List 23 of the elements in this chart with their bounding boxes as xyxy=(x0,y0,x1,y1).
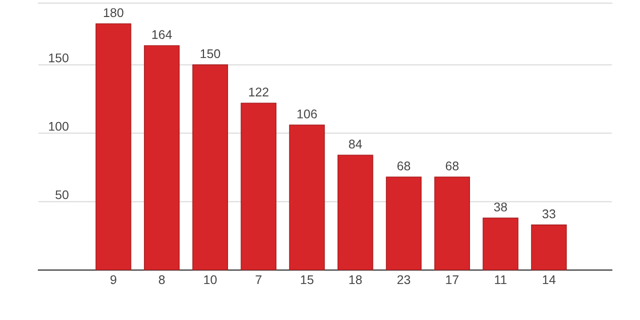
x-tick-label: 8 xyxy=(158,275,165,284)
x-tick-label: 9 xyxy=(110,275,116,284)
data-label: 180 xyxy=(104,8,124,18)
y-tick-label: 100 xyxy=(49,122,68,131)
x-tick-label: 23 xyxy=(397,275,410,284)
data-label: 33 xyxy=(542,209,556,218)
x-tick-label: 11 xyxy=(495,275,506,284)
data-label: 150 xyxy=(200,49,220,58)
x-tick-label: 17 xyxy=(446,275,458,284)
x-tick-label: 7 xyxy=(256,275,262,284)
data-label: 106 xyxy=(298,110,317,118)
data-label: 68 xyxy=(446,162,459,170)
y-tick-label: 50 xyxy=(56,190,68,200)
data-label: 84 xyxy=(348,140,362,148)
y-tick-label: 150 xyxy=(49,53,68,62)
data-label: 164 xyxy=(152,30,172,39)
data-label: 38 xyxy=(494,202,507,212)
data-label: 68 xyxy=(397,162,410,170)
data-label: 122 xyxy=(249,88,268,96)
x-tick-label: 18 xyxy=(349,275,362,284)
x-tick-label: 10 xyxy=(204,275,217,284)
x-tick-label: 15 xyxy=(300,275,314,284)
x-tick-label: 14 xyxy=(542,275,556,284)
